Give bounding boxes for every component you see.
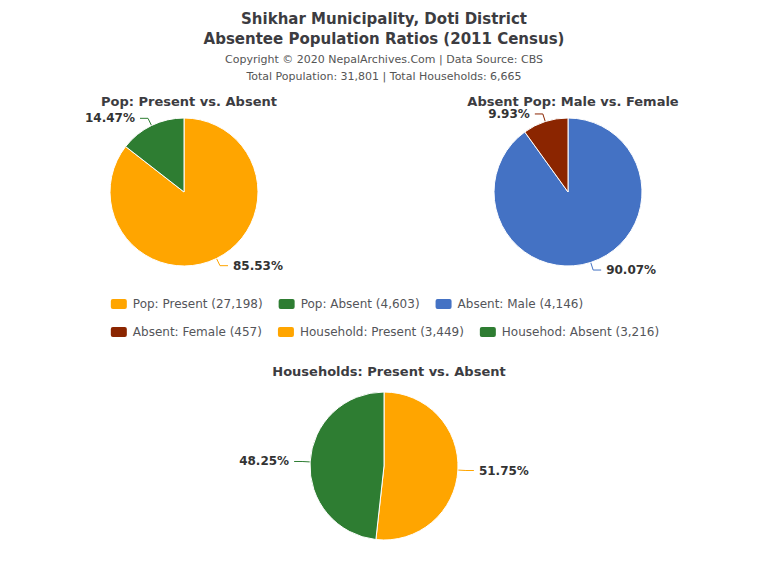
svg-text:Shikhar Municipality, Doti Dis: Shikhar Municipality, Doti District [241,10,527,28]
svg-text:85.53%: 85.53% [233,259,283,273]
svg-text:48.25%: 48.25% [239,454,289,468]
svg-text:Household: Present (3,449): Household: Present (3,449) [300,325,464,339]
svg-text:Absent: Female (457): Absent: Female (457) [133,325,262,339]
svg-text:14.47%: 14.47% [85,111,135,125]
svg-text:Pop: Present vs. Absent: Pop: Present vs. Absent [101,94,277,109]
svg-text:90.07%: 90.07% [606,263,656,277]
svg-text:9.93%: 9.93% [488,107,530,121]
svg-text:Absent: Male (4,146): Absent: Male (4,146) [458,297,584,311]
svg-text:Absent Pop: Male vs. Female: Absent Pop: Male vs. Female [467,94,679,109]
svg-text:Absentee Population Ratios (20: Absentee Population Ratios (2011 Census) [204,30,565,48]
svg-text:Households: Present vs. Absent: Households: Present vs. Absent [272,364,505,379]
svg-text:Househod: Absent (3,216): Househod: Absent (3,216) [502,325,659,339]
svg-text:51.75%: 51.75% [479,464,529,478]
svg-text:Copyright © 2020 NepalArchives: Copyright © 2020 NepalArchives.Com | Dat… [225,53,543,66]
svg-text:Pop: Absent (4,603): Pop: Absent (4,603) [301,297,420,311]
svg-text:Pop: Present (27,198): Pop: Present (27,198) [133,297,263,311]
svg-text:Total Population: 31,801 | Tot: Total Population: 31,801 | Total Househo… [245,70,521,83]
